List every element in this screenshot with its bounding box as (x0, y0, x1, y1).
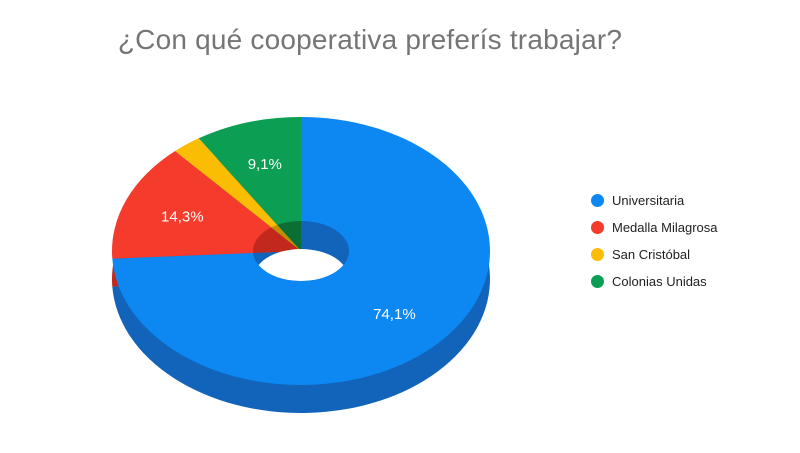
legend-label: Medalla Milagrosa (612, 220, 718, 235)
legend-swatch-icon (591, 194, 604, 207)
legend-swatch-icon (591, 275, 604, 288)
legend-label: San Cristóbal (612, 247, 691, 262)
pie-slice-2 (175, 138, 301, 251)
legend-item-san-crist-bal: San Cristóbal (591, 241, 718, 268)
pie-slice-3 (198, 117, 301, 251)
chart-title: ¿Con qué cooperativa preferís trabajar? (117, 24, 623, 55)
chart-legend: Universitaria Medalla Milagrosa San Cristó… (591, 187, 718, 295)
slice-label-0: 74,1% (373, 306, 416, 323)
legend-label: Universitaria (612, 193, 685, 208)
legend-swatch-icon (591, 221, 604, 234)
pie-slice-1 (111, 151, 301, 259)
legend-item-medalla-milagrosa: Medalla Milagrosa (591, 214, 718, 241)
slice-label-3: 9,1% (248, 156, 282, 173)
legend-label: Colonias Unidas (612, 274, 707, 289)
legend-swatch-icon (591, 248, 604, 261)
legend-item-universitaria: Universitaria (591, 187, 718, 214)
pie-hole-floor (253, 249, 349, 281)
slice-label-1: 14,3% (161, 208, 204, 225)
legend-item-colonias-unidas: Colonias Unidas (591, 268, 718, 295)
